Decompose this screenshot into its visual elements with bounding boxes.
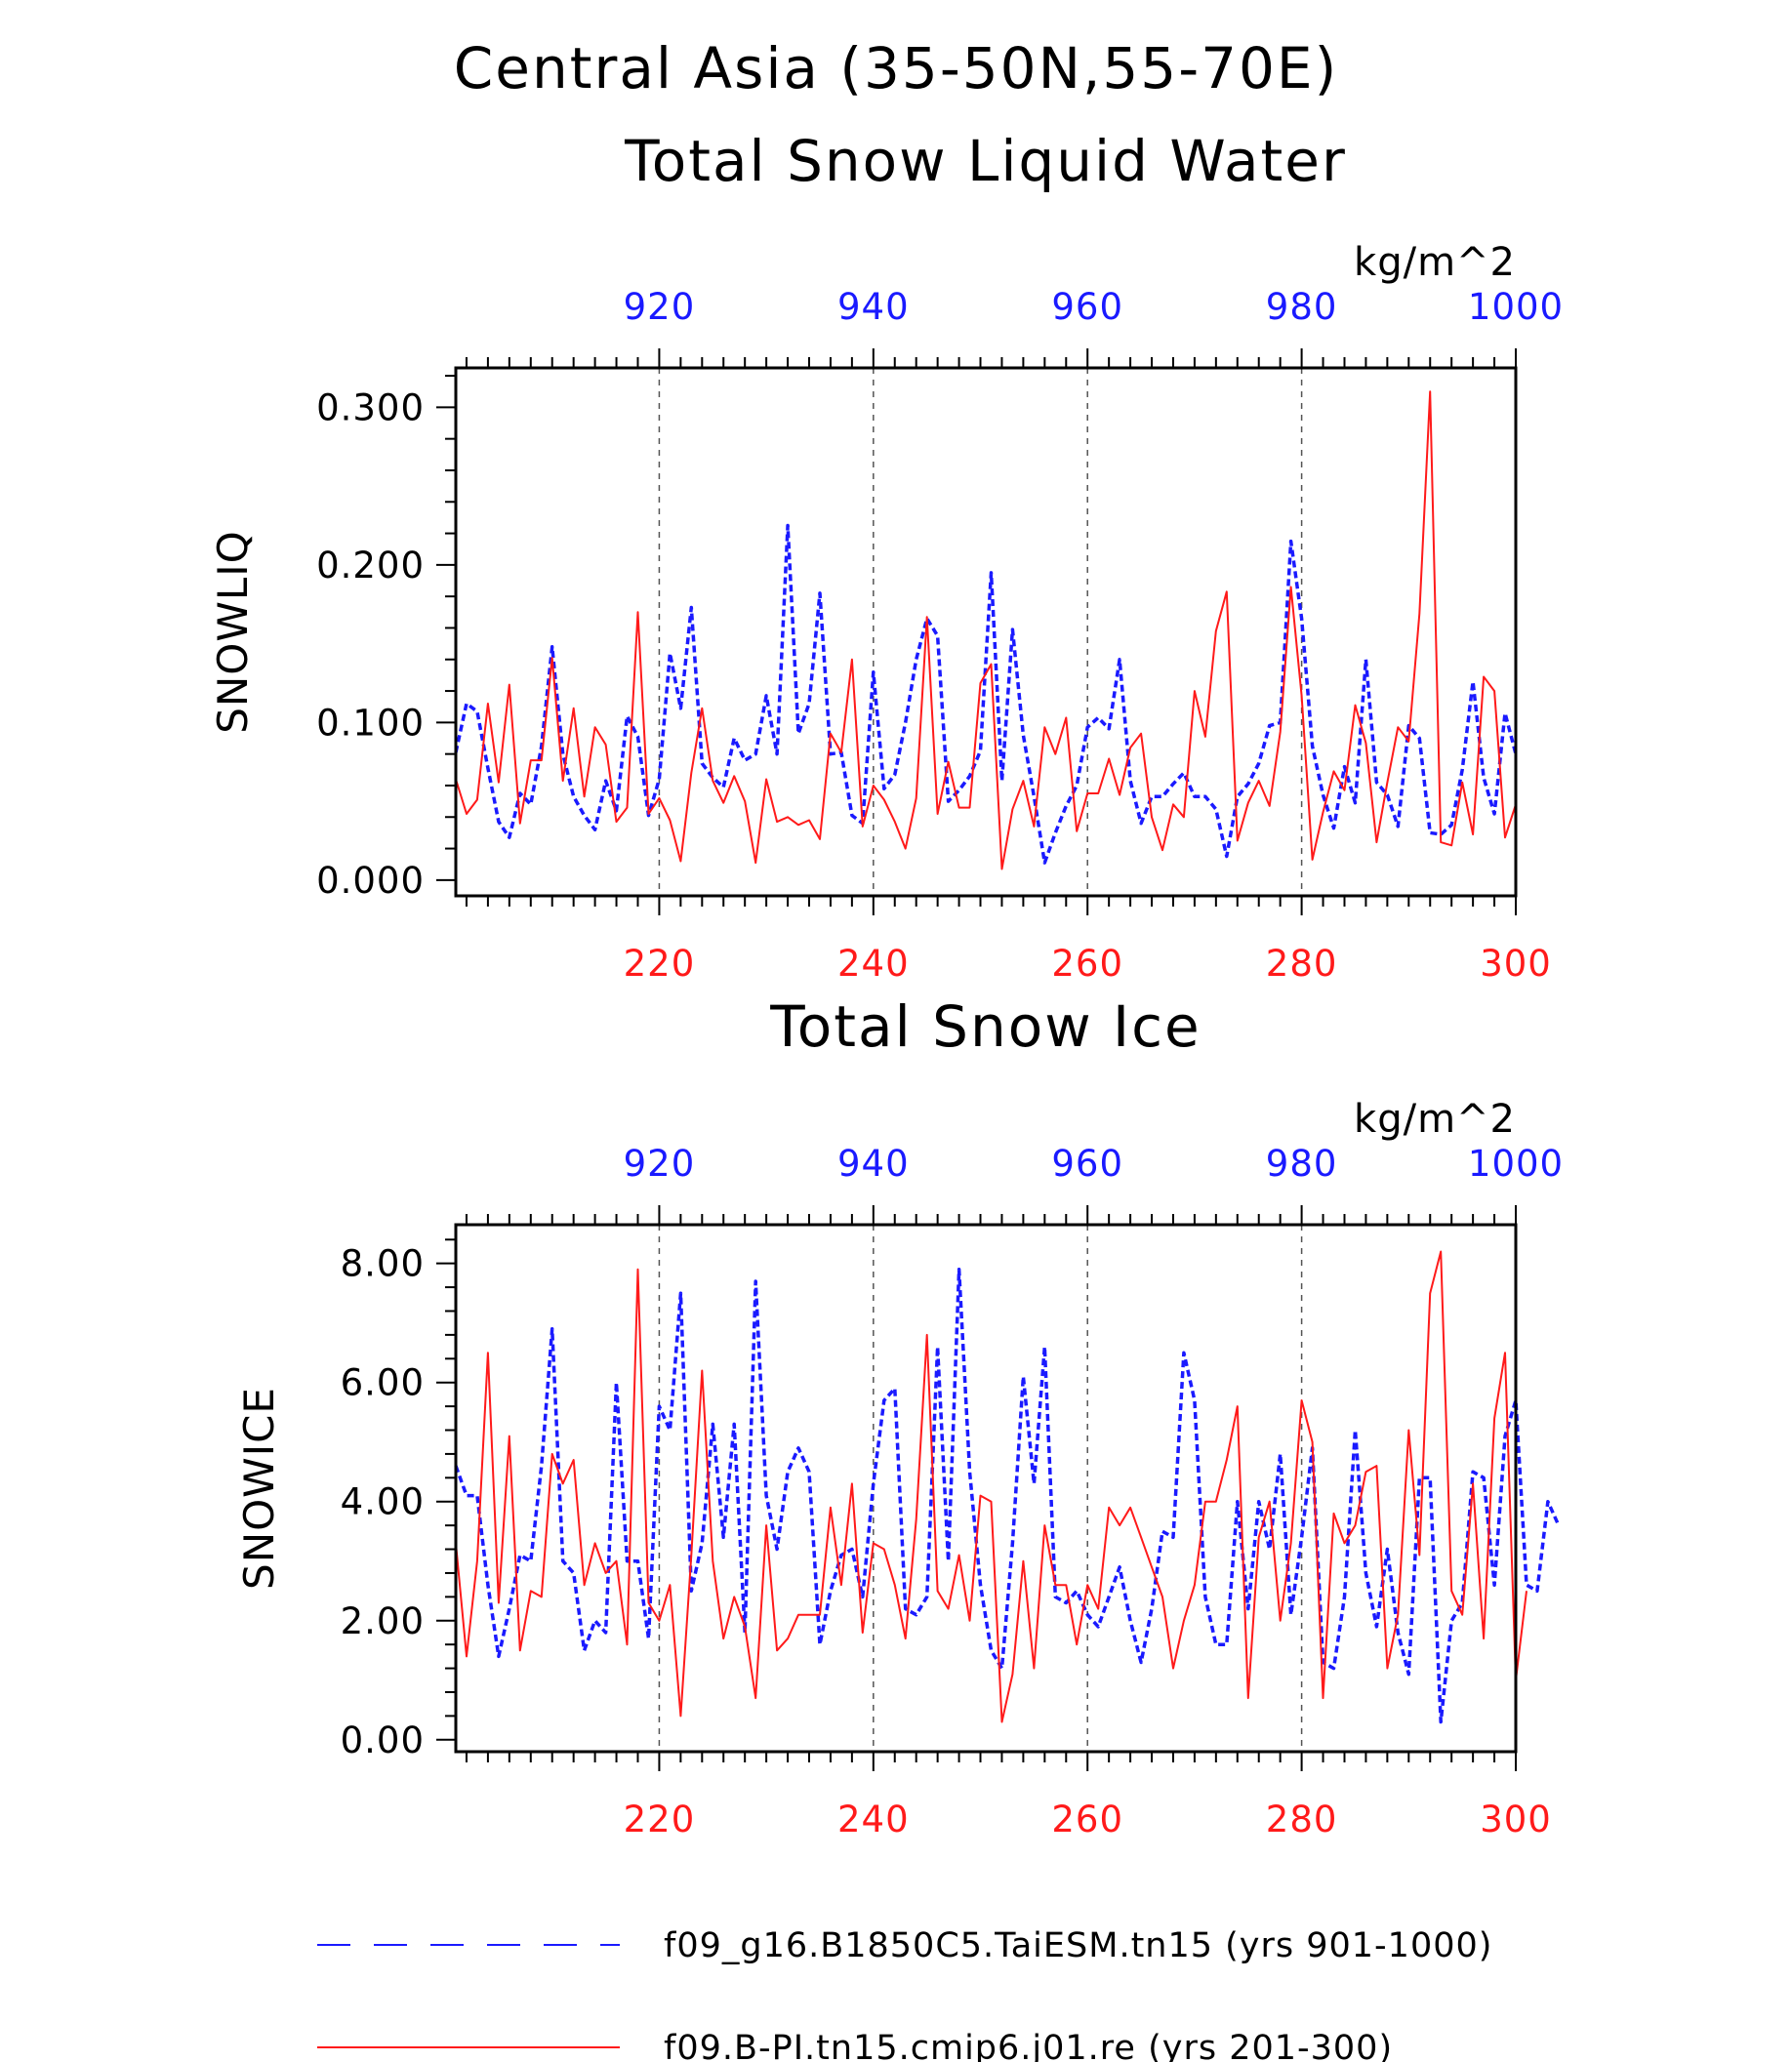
x-tick-label-top: 920 (624, 286, 696, 328)
x-tick-label-top: 940 (837, 286, 910, 328)
x-tick-label-top: 960 (1051, 286, 1123, 328)
y-tick-label: 0.00 (341, 1719, 425, 1761)
legend-label-1: f09_g16.B1850C5.TaiESM.tn15 (yrs 901-100… (664, 1926, 1492, 1965)
y-tick-label: 6.00 (341, 1362, 425, 1404)
plot-frame (454, 366, 1518, 898)
y-tick-label: 8.00 (341, 1243, 425, 1285)
x-tick-label-bottom: 280 (1266, 943, 1338, 985)
x-tick-label-bottom: 260 (1051, 943, 1123, 985)
x-tick-label-bottom: 260 (1051, 1799, 1123, 1840)
x-tick-label-bottom: 300 (1480, 1799, 1552, 1840)
x-tick-label-bottom: 300 (1480, 943, 1552, 985)
series-line-2 (455, 390, 1517, 870)
y-axis-label: SNOWICE (235, 1387, 283, 1590)
y-tick-label: 0.300 (316, 386, 425, 428)
x-tick-label-bottom: 280 (1266, 1799, 1338, 1840)
x-tick-label-top: 940 (837, 1143, 910, 1185)
x-tick-label-top: 920 (624, 1143, 696, 1185)
y-tick-label: 0.100 (316, 702, 425, 744)
x-tick-label-bottom: 220 (624, 943, 696, 985)
y-tick-label: 4.00 (341, 1481, 425, 1523)
x-tick-label-top: 980 (1266, 286, 1338, 328)
x-tick-label-bottom: 240 (837, 943, 910, 985)
y-tick-label: 0.200 (316, 545, 425, 586)
units-label: kg/m^2 (1354, 1097, 1516, 1142)
series-line-1 (454, 1268, 1561, 1724)
panel-title: Total Snow Liquid Water (624, 128, 1347, 194)
y-axis-label: SNOWLIQ (209, 530, 257, 734)
series-line-2 (455, 1250, 1527, 1723)
x-tick-label-bottom: 220 (624, 1799, 696, 1840)
x-tick-label-top: 1000 (1468, 1143, 1564, 1185)
panel-1: Total Snow Liquid Water 220 240 260 280 300 92… (209, 128, 1564, 985)
legend-label-2: f09.B-PI.tn15.cmip6.j01.re (yrs 201-300) (664, 2029, 1393, 2062)
figure-title: Central Asia (35-50N,55-70E) (454, 35, 1338, 101)
x-tick-label-top: 960 (1051, 1143, 1123, 1185)
y-tick-label: 2.00 (341, 1600, 425, 1642)
units-label: kg/m^2 (1354, 240, 1516, 285)
legend: f09_g16.B1850C5.TaiESM.tn15 (yrs 901-100… (317, 1926, 1492, 2062)
plot-frame (454, 1223, 1518, 1754)
x-tick-label-bottom: 240 (837, 1799, 910, 1840)
series-line-1 (454, 523, 1518, 865)
panel-title: Total Snow Ice (769, 993, 1201, 1060)
x-tick-label-top: 1000 (1468, 286, 1564, 328)
x-tick-label-top: 980 (1266, 1143, 1338, 1185)
y-tick-label: 0.000 (316, 860, 425, 902)
panel-2: Total Snow Ice 220 240 260 280 300 920 940 960 98… (235, 993, 1564, 1840)
